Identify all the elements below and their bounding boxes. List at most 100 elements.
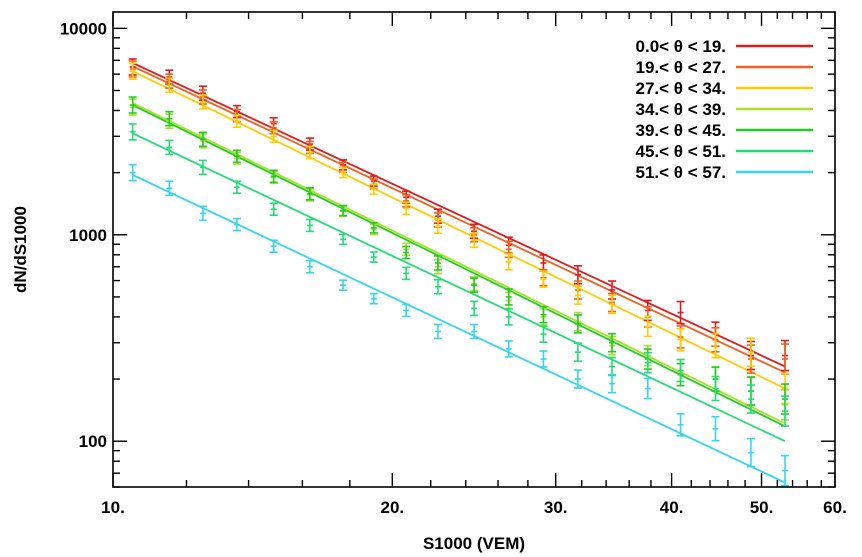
data-point xyxy=(269,169,278,184)
data-point xyxy=(339,204,348,217)
fit-line xyxy=(132,70,786,390)
data-point xyxy=(305,218,314,233)
data-point xyxy=(198,159,207,176)
data-point xyxy=(676,327,685,352)
legend-label: 0.0< θ < 19. xyxy=(636,37,726,56)
data-point xyxy=(676,300,685,325)
data-point xyxy=(504,252,513,271)
fit-line xyxy=(132,102,786,425)
x-tick-label: 30. xyxy=(544,498,568,517)
data-point xyxy=(402,303,411,318)
data-point xyxy=(232,217,241,232)
fit-line xyxy=(132,174,786,484)
data-point xyxy=(746,384,755,414)
data-point xyxy=(369,222,378,234)
data-point xyxy=(676,358,685,383)
data-point xyxy=(504,308,513,326)
data-point xyxy=(369,251,378,263)
fit-line xyxy=(132,132,786,443)
data-point xyxy=(305,259,314,274)
data-point xyxy=(305,145,314,160)
data-point xyxy=(470,232,479,249)
data-point xyxy=(711,332,720,359)
data-point xyxy=(165,180,174,197)
legend-label: 39.< θ < 45. xyxy=(636,121,726,140)
legend-label: 27.< θ < 34. xyxy=(636,79,726,98)
data-point xyxy=(339,166,348,179)
x-tick-label: 50. xyxy=(750,498,774,517)
data-point xyxy=(305,186,314,201)
data-point xyxy=(573,369,582,389)
legend: 0.0< θ < 19. 19.< θ < 27. 27.< θ < 34. 34.<… xyxy=(636,37,813,182)
data-point xyxy=(746,437,755,468)
data-point xyxy=(746,337,755,367)
y-tick-label: 1000 xyxy=(69,226,107,245)
data-point xyxy=(781,343,790,375)
data-point xyxy=(711,375,720,402)
data-point xyxy=(269,202,278,217)
data-point xyxy=(232,149,241,164)
data-point xyxy=(369,292,378,305)
data-point xyxy=(608,373,617,394)
data-point xyxy=(269,129,278,144)
plot-frame xyxy=(112,11,836,488)
data-point xyxy=(165,77,174,94)
data-point xyxy=(504,288,513,306)
data-point xyxy=(643,315,652,338)
data-point xyxy=(573,285,582,305)
legend-label: 34.< θ < 39. xyxy=(636,100,726,119)
data-point xyxy=(128,163,137,182)
data-point xyxy=(539,350,548,368)
data-point xyxy=(573,342,582,362)
data-point xyxy=(128,123,137,141)
legend-label: 51.< θ < 57. xyxy=(636,163,726,182)
data-point xyxy=(339,233,348,246)
data-point xyxy=(232,180,241,195)
data-point xyxy=(470,277,479,293)
x-axis-title: S1000 (VEM) xyxy=(423,534,525,553)
x-tick-label: 10. xyxy=(101,498,125,517)
data-point xyxy=(433,323,442,340)
data-point xyxy=(402,245,411,260)
data-point xyxy=(369,183,378,196)
legend-label: 19.< θ < 27. xyxy=(636,58,726,77)
data-point xyxy=(539,325,548,343)
data-point xyxy=(470,323,479,340)
fit-line xyxy=(132,104,786,428)
data-point xyxy=(198,131,207,148)
y-tick-label: 100 xyxy=(79,432,107,451)
data-point xyxy=(269,239,278,254)
data-point xyxy=(433,218,442,235)
data-point xyxy=(608,332,617,353)
data-point xyxy=(402,201,411,216)
data-point xyxy=(676,413,685,437)
data-point xyxy=(643,351,652,374)
data-point xyxy=(608,294,617,315)
legend-label: 45.< θ < 51. xyxy=(636,142,726,161)
fit-line xyxy=(132,65,786,374)
data-point xyxy=(608,356,617,377)
fit-lines xyxy=(132,62,786,484)
data-point xyxy=(504,340,513,358)
data-point xyxy=(339,279,348,291)
data-point xyxy=(539,305,548,324)
x-tick-label: 60. xyxy=(823,498,847,517)
data-point xyxy=(433,278,442,295)
data-point xyxy=(198,94,207,110)
data-point xyxy=(128,62,137,81)
data-point xyxy=(781,454,790,487)
data-point xyxy=(198,205,207,222)
data-point xyxy=(165,139,174,156)
data-point xyxy=(781,395,790,427)
data-point xyxy=(232,114,241,128)
axes: 10. 20. 30. 40. 50. 60. 100 1000 10000 xyxy=(60,11,847,517)
y-tick-label: 10000 xyxy=(60,19,107,38)
x-tick-label: 20. xyxy=(380,498,404,517)
data-point xyxy=(165,110,174,127)
data-point xyxy=(539,270,548,288)
fit-line xyxy=(132,62,786,368)
data-points xyxy=(128,58,790,487)
data-point xyxy=(573,314,582,334)
data-point xyxy=(433,255,442,271)
